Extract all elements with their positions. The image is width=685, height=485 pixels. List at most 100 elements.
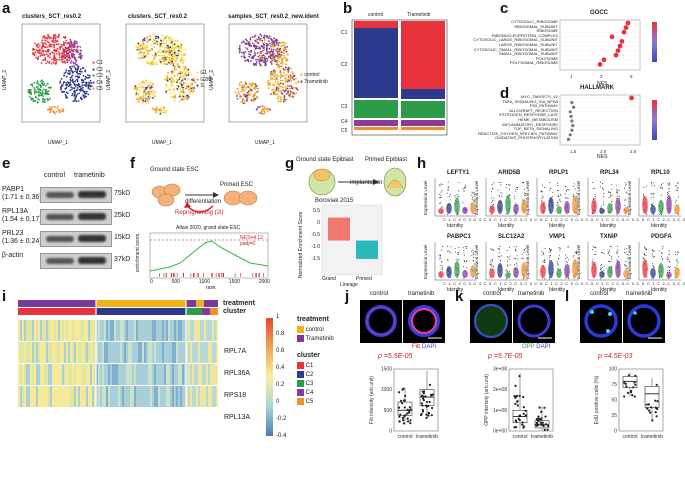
- box-point: [398, 406, 401, 409]
- legend-item: control: [297, 326, 334, 335]
- wb-header-control: control: [44, 172, 66, 179]
- primed-cells-icon: [223, 190, 258, 206]
- k-img-trametinib: trametinib: [518, 291, 545, 297]
- i-gene-2: RPS18: [224, 392, 247, 399]
- dot: [566, 137, 571, 141]
- g-embryo-diagram: [308, 167, 407, 197]
- box-point: [540, 423, 543, 426]
- violin: [505, 195, 511, 214]
- violin: [572, 196, 578, 214]
- box-point: [517, 417, 520, 420]
- umap-legend-3: ● control ● Trametinib: [300, 72, 328, 85]
- gsea-nes: NES=4.12: [240, 235, 263, 241]
- legend-item: C1: [297, 362, 313, 371]
- i-scale-tick: 0.8: [276, 331, 285, 337]
- box-point: [544, 415, 547, 418]
- wb-band: [40, 253, 112, 269]
- violin-plot: [587, 178, 630, 217]
- violin: [497, 263, 503, 278]
- j-micrographs: [360, 300, 445, 343]
- box-point: [516, 404, 519, 407]
- violin: [521, 262, 527, 278]
- box-point: [401, 388, 404, 391]
- h-ylabel: Expression Level: [525, 244, 530, 279]
- box-point: [513, 395, 516, 398]
- box-point: [521, 421, 524, 424]
- violin: [658, 200, 664, 214]
- i-legend-cluster: C1 C2 C3 C4 C5: [297, 362, 313, 407]
- violin-plot: [485, 242, 528, 281]
- h-ylabel: Expression Level: [474, 244, 479, 279]
- i-scale-tick: 1: [276, 314, 280, 320]
- box-category: control: [397, 434, 412, 440]
- axis-tick: 1: [570, 74, 573, 79]
- i-scale-tick: 0.4: [276, 365, 285, 371]
- k-micrographs: [470, 300, 555, 343]
- violin: [607, 266, 613, 278]
- g-cat-primed: Primed: [356, 276, 372, 282]
- legend-item: ● C2: [92, 66, 103, 73]
- g-bar-grand: [328, 217, 350, 241]
- box-ylabel: OPP intensity (arb.unit): [484, 374, 490, 426]
- umap-xlabel-3: UMAP_1: [255, 140, 276, 146]
- violin: [599, 208, 605, 214]
- violin: [650, 268, 656, 278]
- legend-item: Trametinib: [297, 335, 334, 344]
- h-xlabel: Identity: [447, 287, 464, 293]
- legend-item: ● G2M: [196, 76, 212, 83]
- b-col-trametinib: Trametinib: [407, 12, 431, 18]
- box-point: [409, 408, 412, 411]
- box-point: [407, 420, 410, 423]
- h-xlabel: Identity: [651, 223, 668, 229]
- hallmark-colorbar: [652, 100, 657, 140]
- box-point: [629, 391, 633, 394]
- box-ytick: 1000: [381, 387, 392, 393]
- b-bar-tram-c2: [401, 89, 445, 99]
- b-bar-tram-c3: [401, 101, 445, 118]
- violin: [572, 259, 578, 278]
- box-point: [627, 374, 630, 377]
- dot: [597, 62, 603, 67]
- dot: [570, 119, 574, 123]
- gocc-xlabel: NES: [597, 81, 608, 87]
- umap-plot-clusters: [21, 23, 101, 123]
- box-point: [513, 426, 516, 429]
- dot: [609, 34, 615, 40]
- dot: [569, 114, 573, 118]
- treatment-track-seg: [126, 300, 186, 307]
- box-point: [514, 419, 517, 422]
- violin: [591, 262, 597, 278]
- panel-label-k: k: [455, 288, 464, 305]
- violin: [446, 266, 452, 278]
- h-xlabel: Identity: [600, 223, 617, 229]
- g-primed: Primed Epiblast: [365, 157, 408, 163]
- dot: [629, 95, 634, 101]
- k-stain: OPP DAPI: [522, 344, 551, 350]
- l-img-control: control: [590, 291, 609, 297]
- violin: [564, 201, 570, 214]
- gocc-dotplot: 1 3 5: [559, 19, 641, 79]
- gsea-title: Atlasi 2020, grand state ESC: [176, 225, 241, 231]
- box-point: [430, 414, 433, 417]
- i-gene-3: RPL13A: [224, 414, 251, 421]
- panel-label-g: g: [285, 155, 295, 172]
- dot: [568, 110, 572, 114]
- term-label: INFLAMMATORY_RESPONSE: [502, 121, 558, 127]
- primed-epiblast-icon: [383, 167, 407, 197]
- violin: [548, 197, 554, 214]
- dot: [617, 43, 623, 49]
- legend-item: ● control: [300, 72, 320, 78]
- violin: [462, 207, 468, 214]
- term-label: RIBOSOME: [536, 28, 558, 34]
- box-point: [633, 395, 636, 398]
- h-xticks: C1C2C3C4C5: [647, 217, 685, 222]
- violin-plot: [536, 242, 579, 281]
- wb-kd: 25kD: [114, 212, 131, 219]
- box-point: [402, 419, 405, 422]
- g-ytick: -1.5: [311, 256, 320, 262]
- box-point: [522, 395, 525, 399]
- box-point: [406, 408, 409, 411]
- box-point: [398, 420, 401, 423]
- i-gene-0: RPL7A: [224, 348, 247, 355]
- box-point: [428, 400, 431, 404]
